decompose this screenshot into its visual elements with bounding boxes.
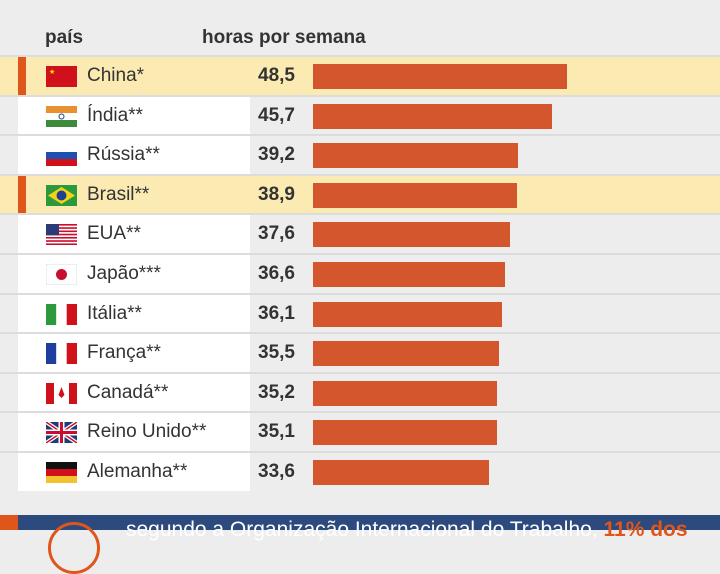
country-label: Reino Unido** bbox=[87, 421, 207, 443]
bar bbox=[313, 143, 519, 169]
flag-fr-icon bbox=[46, 343, 77, 365]
value-label: 45,7 bbox=[258, 104, 295, 126]
chart-row: Rússia** 39,2 bbox=[0, 134, 720, 175]
bar bbox=[313, 301, 503, 327]
country-label: China* bbox=[87, 65, 145, 86]
country-label: Rússia** bbox=[87, 144, 160, 166]
value-label: 36,1 bbox=[258, 302, 295, 324]
chart-row: Itália** 36,1 bbox=[0, 292, 720, 333]
country-label: Brasil** bbox=[87, 183, 150, 205]
flag-br-icon bbox=[46, 184, 77, 206]
country-label: Alemanha** bbox=[87, 461, 188, 482]
flag-in-icon bbox=[46, 105, 77, 127]
value-label: 37,6 bbox=[258, 223, 295, 245]
value-label: 35,1 bbox=[258, 421, 295, 443]
header-country: país bbox=[45, 27, 84, 48]
flag-ru-icon bbox=[46, 145, 77, 167]
banner-text: segundo a Organização Internacional do T… bbox=[126, 518, 688, 541]
flag-gb-icon bbox=[46, 422, 77, 444]
chart-row: ★ China* 48,5 bbox=[0, 55, 720, 95]
svg-text:★: ★ bbox=[49, 68, 55, 76]
bar bbox=[313, 262, 505, 287]
chart-row: Japão*** 36,6 bbox=[0, 253, 720, 293]
country-label: Itália** bbox=[87, 302, 142, 324]
bar bbox=[313, 64, 567, 89]
value-label: 36,6 bbox=[258, 263, 295, 284]
flag-us-icon bbox=[46, 224, 77, 246]
bar bbox=[313, 222, 510, 248]
flag-de-icon bbox=[46, 462, 77, 483]
bar bbox=[313, 420, 497, 446]
flag-it-icon bbox=[46, 303, 77, 325]
flag-jp-icon bbox=[46, 264, 77, 285]
flag-ca-icon bbox=[46, 382, 77, 404]
footer-banner: segundo a Organização Internacional do T… bbox=[0, 515, 720, 574]
value-label: 48,5 bbox=[258, 65, 295, 86]
bar bbox=[313, 460, 489, 485]
bar bbox=[313, 380, 498, 406]
country-label: Índia** bbox=[87, 104, 143, 126]
chart-row: Índia** 45,7 bbox=[0, 94, 720, 135]
country-label: EUA** bbox=[87, 223, 141, 245]
banner-accent-stripe bbox=[0, 515, 18, 530]
chart-row: Alemanha** 33,6 bbox=[0, 451, 720, 491]
value-label: 35,2 bbox=[258, 381, 295, 403]
highlight-marker bbox=[18, 57, 26, 95]
chart-row: França** 35,5 bbox=[0, 332, 720, 373]
highlight-marker bbox=[18, 175, 26, 214]
bar bbox=[313, 341, 499, 367]
value-label: 39,2 bbox=[258, 144, 295, 166]
flag-cn-icon: ★ bbox=[46, 66, 77, 87]
value-label: 33,6 bbox=[258, 461, 295, 482]
header-hours: horas por semana bbox=[202, 27, 366, 48]
country-label: Japão*** bbox=[87, 263, 161, 284]
bar bbox=[313, 103, 553, 129]
chart-row: Reino Unido** 35,1 bbox=[0, 411, 720, 452]
bar bbox=[313, 182, 517, 208]
country-label: Canadá** bbox=[87, 381, 169, 403]
chart-row: EUA** 37,6 bbox=[0, 213, 720, 254]
value-label: 38,9 bbox=[258, 183, 295, 205]
country-label: França** bbox=[87, 342, 161, 364]
value-label: 35,5 bbox=[258, 342, 295, 364]
chart-row: Brasil** 38,9 bbox=[0, 173, 720, 214]
chart-row: Canadá** 35,2 bbox=[0, 371, 720, 412]
